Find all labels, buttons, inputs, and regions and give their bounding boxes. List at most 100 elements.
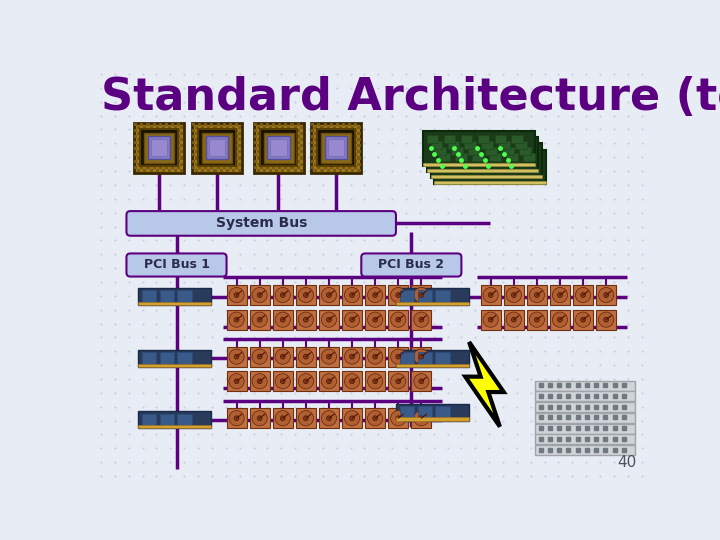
Bar — [235, 141, 238, 144]
Bar — [297, 153, 300, 157]
Bar — [213, 138, 217, 141]
Bar — [250, 347, 270, 367]
Circle shape — [344, 349, 360, 365]
Bar — [195, 144, 198, 147]
Circle shape — [252, 349, 267, 365]
Bar — [253, 129, 256, 132]
Bar — [232, 132, 235, 135]
Bar — [330, 166, 333, 168]
Bar — [319, 372, 339, 392]
Bar — [226, 168, 229, 172]
Circle shape — [321, 312, 336, 327]
Bar — [278, 123, 282, 126]
Bar — [171, 166, 174, 168]
Bar — [451, 147, 463, 155]
Bar — [266, 129, 269, 132]
Bar — [174, 150, 177, 153]
Bar — [573, 285, 593, 305]
Bar — [146, 123, 150, 126]
Bar — [138, 144, 140, 147]
Polygon shape — [465, 342, 504, 427]
Bar — [330, 141, 333, 144]
Bar — [159, 153, 162, 157]
Bar — [151, 139, 167, 156]
Bar — [550, 309, 570, 330]
Circle shape — [580, 318, 585, 322]
Bar — [238, 132, 241, 135]
Circle shape — [252, 312, 267, 327]
Bar — [342, 408, 362, 428]
Bar — [263, 163, 266, 166]
Bar — [159, 123, 162, 126]
Circle shape — [367, 287, 383, 302]
Bar — [180, 163, 184, 166]
Bar — [315, 157, 318, 159]
Bar — [142, 414, 156, 426]
Bar — [260, 141, 263, 144]
Bar — [222, 153, 226, 157]
Circle shape — [280, 318, 285, 322]
Bar — [431, 143, 542, 178]
Bar — [448, 141, 459, 148]
Bar — [315, 168, 318, 172]
Bar — [339, 132, 342, 135]
Bar — [177, 153, 180, 157]
Bar — [330, 147, 333, 150]
Bar — [300, 132, 303, 135]
Bar — [153, 129, 156, 132]
Bar — [272, 153, 275, 157]
Bar — [165, 147, 168, 150]
Bar — [177, 123, 180, 126]
Bar — [201, 126, 204, 129]
Bar — [357, 150, 361, 153]
Circle shape — [252, 410, 267, 426]
Circle shape — [367, 349, 383, 365]
Circle shape — [257, 379, 262, 384]
Circle shape — [391, 349, 406, 365]
Bar — [180, 150, 184, 153]
Bar — [238, 138, 241, 141]
Bar — [260, 166, 263, 168]
Circle shape — [373, 416, 377, 421]
Bar — [192, 129, 195, 132]
Bar — [140, 159, 143, 163]
Bar — [365, 347, 385, 367]
Circle shape — [234, 416, 239, 421]
Bar — [434, 181, 546, 184]
Bar — [282, 126, 284, 129]
Circle shape — [234, 293, 239, 298]
Bar — [204, 123, 207, 126]
Bar — [472, 153, 484, 161]
Bar — [235, 159, 238, 163]
Bar — [267, 137, 289, 159]
Bar — [300, 144, 303, 147]
Bar — [271, 139, 287, 156]
Bar — [150, 163, 153, 166]
Bar — [333, 157, 336, 159]
Bar — [315, 138, 318, 141]
Bar — [168, 132, 171, 135]
Bar — [342, 347, 362, 367]
Bar — [138, 302, 211, 305]
Bar — [165, 166, 168, 168]
Bar — [171, 141, 174, 144]
Bar — [284, 135, 287, 138]
Circle shape — [298, 349, 313, 365]
Bar — [174, 168, 177, 172]
Circle shape — [257, 293, 262, 298]
Bar — [300, 163, 303, 166]
Bar — [354, 141, 357, 144]
Bar — [423, 163, 534, 166]
Bar — [294, 138, 297, 141]
Bar — [345, 168, 348, 172]
Bar — [388, 285, 408, 305]
Bar — [396, 350, 469, 367]
Circle shape — [257, 318, 262, 322]
Bar — [296, 372, 316, 392]
Bar — [220, 157, 222, 159]
Circle shape — [298, 374, 313, 389]
Bar — [222, 166, 226, 168]
Bar — [319, 408, 339, 428]
Bar — [315, 144, 318, 147]
Bar — [226, 132, 229, 135]
